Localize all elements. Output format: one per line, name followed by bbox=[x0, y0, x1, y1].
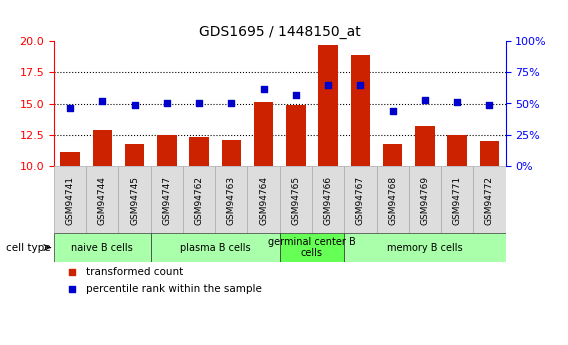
Text: GSM94744: GSM94744 bbox=[98, 176, 107, 225]
Text: GSM94766: GSM94766 bbox=[324, 176, 333, 225]
Bar bbox=[157, 135, 177, 166]
Bar bbox=[286, 105, 306, 166]
Point bbox=[259, 86, 268, 91]
Text: percentile rank within the sample: percentile rank within the sample bbox=[86, 284, 261, 294]
Text: GSM94741: GSM94741 bbox=[65, 176, 74, 225]
Text: GSM94747: GSM94747 bbox=[162, 176, 172, 225]
Text: GSM94762: GSM94762 bbox=[195, 176, 203, 225]
Bar bbox=[86, 166, 119, 233]
Bar bbox=[415, 126, 435, 166]
Bar bbox=[54, 166, 86, 233]
Bar bbox=[344, 233, 506, 262]
Bar bbox=[254, 102, 273, 166]
Point bbox=[453, 99, 462, 105]
Bar bbox=[350, 55, 370, 166]
Bar bbox=[280, 166, 312, 233]
Bar bbox=[409, 166, 441, 233]
Text: memory B cells: memory B cells bbox=[387, 243, 463, 253]
Text: GSM94764: GSM94764 bbox=[259, 176, 268, 225]
Bar bbox=[344, 166, 377, 233]
Text: GSM94769: GSM94769 bbox=[420, 176, 429, 225]
Text: germinal center B
cells: germinal center B cells bbox=[268, 237, 356, 258]
Bar bbox=[215, 166, 248, 233]
Point bbox=[98, 98, 107, 104]
Bar bbox=[280, 233, 344, 262]
Point bbox=[65, 106, 74, 111]
Text: plasma B cells: plasma B cells bbox=[180, 243, 250, 253]
Point bbox=[356, 82, 365, 88]
Bar bbox=[377, 166, 409, 233]
Bar bbox=[151, 233, 280, 262]
Point bbox=[227, 101, 236, 106]
Text: GSM94768: GSM94768 bbox=[388, 176, 397, 225]
Bar bbox=[383, 145, 402, 166]
Text: GSM94745: GSM94745 bbox=[130, 176, 139, 225]
Point bbox=[195, 101, 204, 106]
Bar bbox=[473, 166, 506, 233]
Bar bbox=[54, 233, 151, 262]
Bar bbox=[448, 135, 467, 166]
Point bbox=[130, 102, 139, 108]
Bar bbox=[441, 166, 473, 233]
Text: GSM94767: GSM94767 bbox=[356, 176, 365, 225]
Point bbox=[68, 269, 77, 275]
Bar bbox=[222, 139, 241, 166]
Point bbox=[485, 102, 494, 108]
Text: cell type: cell type bbox=[6, 243, 51, 253]
Point bbox=[324, 82, 333, 88]
Bar bbox=[93, 130, 112, 166]
Bar bbox=[183, 166, 215, 233]
Point bbox=[68, 287, 77, 292]
Bar bbox=[119, 166, 151, 233]
Bar bbox=[125, 145, 144, 166]
Point bbox=[420, 97, 429, 102]
Bar bbox=[151, 166, 183, 233]
Bar bbox=[60, 152, 80, 166]
Title: GDS1695 / 1448150_at: GDS1695 / 1448150_at bbox=[199, 25, 361, 39]
Bar bbox=[190, 137, 209, 166]
Text: GSM94763: GSM94763 bbox=[227, 176, 236, 225]
Bar bbox=[319, 45, 338, 166]
Text: naive B cells: naive B cells bbox=[72, 243, 133, 253]
Point bbox=[162, 101, 172, 106]
Text: GSM94772: GSM94772 bbox=[485, 176, 494, 225]
Point bbox=[388, 108, 397, 114]
Bar bbox=[480, 141, 499, 166]
Text: GSM94771: GSM94771 bbox=[453, 176, 462, 225]
Text: transformed count: transformed count bbox=[86, 267, 183, 277]
Bar bbox=[248, 166, 280, 233]
Bar bbox=[312, 166, 344, 233]
Point bbox=[291, 92, 300, 98]
Text: GSM94765: GSM94765 bbox=[291, 176, 300, 225]
